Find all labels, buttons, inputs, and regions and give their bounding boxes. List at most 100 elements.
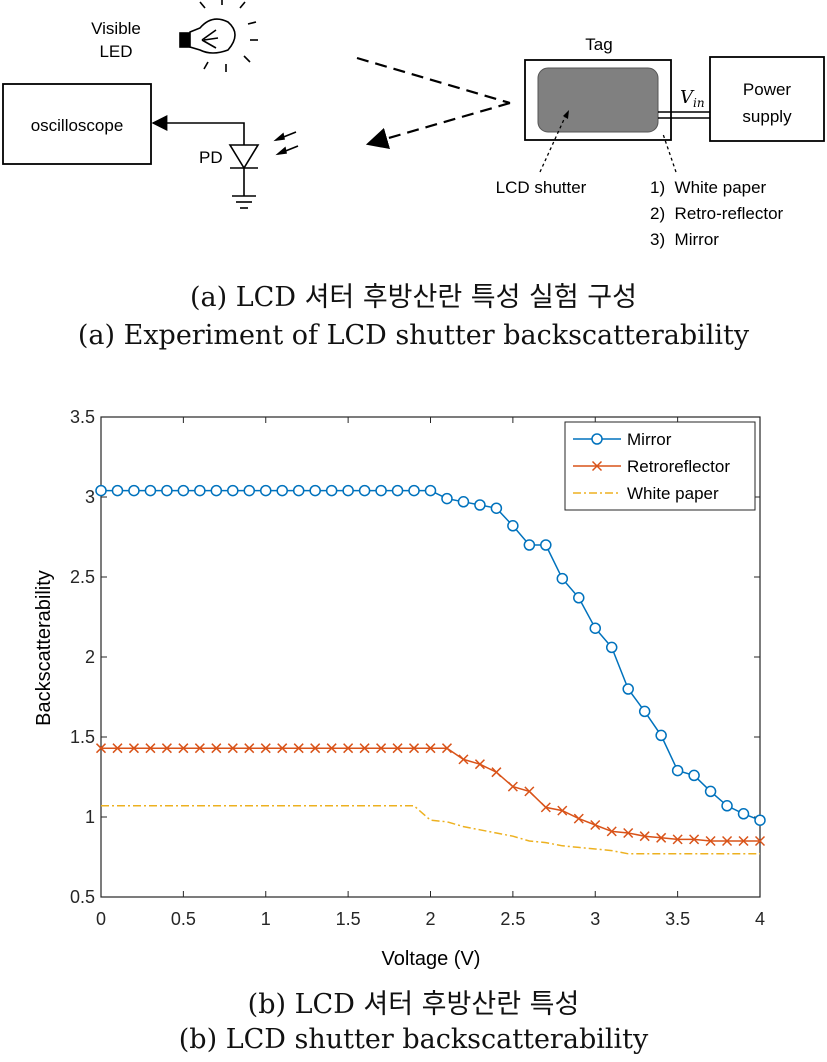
pd-label: PD bbox=[199, 148, 223, 167]
point-retroreflector bbox=[244, 743, 255, 754]
point-retroreflector bbox=[359, 743, 370, 754]
axis-ticks: 0 0.5 1 1.5 2 2.5 3 3.5 40.511.522.533.5 bbox=[70, 407, 765, 929]
point-retroreflector bbox=[145, 743, 156, 754]
incident-beam bbox=[356, 56, 511, 105]
point-mirror bbox=[573, 592, 585, 604]
point-mirror bbox=[194, 484, 206, 497]
legend-label-retroreflector: Retroreflector bbox=[627, 457, 730, 476]
point-retroreflector bbox=[557, 805, 568, 816]
y-axis-label: Backscatterability bbox=[33, 570, 55, 726]
legend-label-mirror: Mirror bbox=[627, 430, 672, 449]
led-label-line2: LED bbox=[99, 42, 132, 61]
point-retroreflector bbox=[672, 834, 683, 845]
point-mirror bbox=[737, 808, 750, 820]
point-mirror bbox=[408, 484, 420, 497]
legend-marker-mirror bbox=[591, 433, 603, 445]
oscilloscope-label: oscilloscope bbox=[31, 116, 124, 135]
point-mirror bbox=[721, 800, 733, 812]
point-mirror bbox=[358, 484, 371, 497]
point-mirror bbox=[556, 572, 569, 585]
x-tick-label: 1 bbox=[261, 909, 271, 929]
point-retroreflector bbox=[392, 743, 403, 754]
point-mirror bbox=[441, 492, 453, 505]
point-mirror bbox=[490, 502, 503, 514]
point-retroreflector bbox=[425, 743, 436, 754]
x-tick-label: 4 bbox=[755, 909, 765, 929]
vin-label: Vin bbox=[680, 87, 705, 110]
x-tick-label: 0.5 bbox=[171, 909, 196, 929]
point-retroreflector bbox=[293, 743, 304, 754]
point-mirror bbox=[111, 484, 124, 497]
point-retroreflector bbox=[705, 835, 716, 847]
lcd-shutter bbox=[537, 67, 659, 133]
point-mirror bbox=[754, 814, 766, 826]
option-white-paper: 1) White paper bbox=[650, 178, 767, 197]
point-mirror bbox=[540, 539, 552, 551]
power-supply-label-2: supply bbox=[742, 107, 792, 126]
y-tick-label: 3 bbox=[85, 487, 95, 507]
point-retroreflector bbox=[326, 743, 337, 754]
point-mirror bbox=[325, 484, 338, 497]
legend-marker-retroreflector bbox=[591, 460, 603, 472]
point-retroreflector bbox=[738, 835, 749, 847]
point-retroreflector bbox=[211, 743, 222, 754]
point-retroreflector bbox=[458, 754, 469, 765]
point-mirror bbox=[161, 484, 173, 497]
point-mirror bbox=[523, 539, 536, 551]
point-mirror bbox=[260, 484, 272, 497]
x-axis-label: Voltage (V) bbox=[382, 948, 481, 970]
point-retroreflector bbox=[590, 819, 601, 831]
point-retroreflector bbox=[656, 832, 667, 843]
point-retroreflector bbox=[639, 831, 650, 842]
backscatter-chart: 0 0.5 1 1.5 2 2.5 3 3.5 40.511.522.533.5 Voltage… bbox=[33, 407, 766, 970]
point-mirror bbox=[342, 484, 354, 497]
option-mirror: 3) Mirror bbox=[650, 230, 719, 249]
power-supply-box bbox=[709, 56, 825, 142]
y-tick-label: 3.5 bbox=[70, 407, 95, 427]
lcd-pointer bbox=[539, 114, 567, 173]
y-tick-label: 1.5 bbox=[70, 727, 95, 747]
point-retroreflector bbox=[623, 827, 634, 839]
led-label-line1: Visible bbox=[91, 19, 141, 38]
point-mirror bbox=[589, 622, 601, 634]
point-mirror bbox=[292, 484, 305, 497]
caption-a-english: (a) Experiment of LCD shutter backscatte… bbox=[77, 320, 750, 351]
point-mirror bbox=[605, 641, 618, 654]
legend: Mirror Retroreflector White paper bbox=[564, 421, 756, 511]
point-mirror bbox=[424, 484, 437, 497]
point-retroreflector bbox=[689, 834, 700, 845]
point-mirror bbox=[638, 705, 651, 718]
power-supply-label-1: Power bbox=[743, 80, 792, 99]
point-mirror bbox=[210, 484, 223, 497]
legend-label-white-paper: White paper bbox=[627, 484, 719, 503]
y-tick-label: 2.5 bbox=[70, 567, 95, 587]
point-mirror bbox=[375, 484, 387, 497]
x-tick-label: 2 bbox=[425, 909, 435, 929]
point-mirror bbox=[655, 729, 667, 742]
point-retroreflector bbox=[606, 826, 617, 837]
reflected-beam bbox=[365, 101, 511, 150]
point-retroreflector bbox=[161, 743, 172, 754]
point-retroreflector bbox=[722, 835, 733, 847]
reflector-pointer bbox=[662, 133, 677, 173]
point-mirror bbox=[391, 484, 404, 497]
point-mirror bbox=[128, 484, 140, 497]
point-retroreflector bbox=[227, 743, 238, 754]
point-retroreflector bbox=[441, 743, 453, 754]
point-retroreflector bbox=[524, 786, 535, 797]
point-retroreflector bbox=[408, 743, 420, 754]
lcd-shutter-label: LCD shutter bbox=[496, 178, 587, 197]
y-tick-label: 0.5 bbox=[70, 887, 95, 907]
point-retroreflector bbox=[128, 743, 139, 754]
point-retroreflector bbox=[376, 743, 387, 754]
x-tick-label: 2.5 bbox=[500, 909, 525, 929]
caption-b-korean: (b) LCD 셔터 후방산란 특성 bbox=[247, 989, 580, 1020]
point-retroreflector bbox=[474, 759, 485, 770]
point-mirror bbox=[276, 484, 288, 497]
tag-label: Tag bbox=[585, 35, 612, 54]
point-retroreflector bbox=[540, 802, 551, 813]
point-mirror bbox=[309, 484, 321, 497]
series-layer bbox=[95, 484, 766, 855]
experiment-diagram: Visible LED oscilloscope PD Tag bbox=[2, 0, 825, 249]
point-mirror bbox=[704, 785, 717, 798]
